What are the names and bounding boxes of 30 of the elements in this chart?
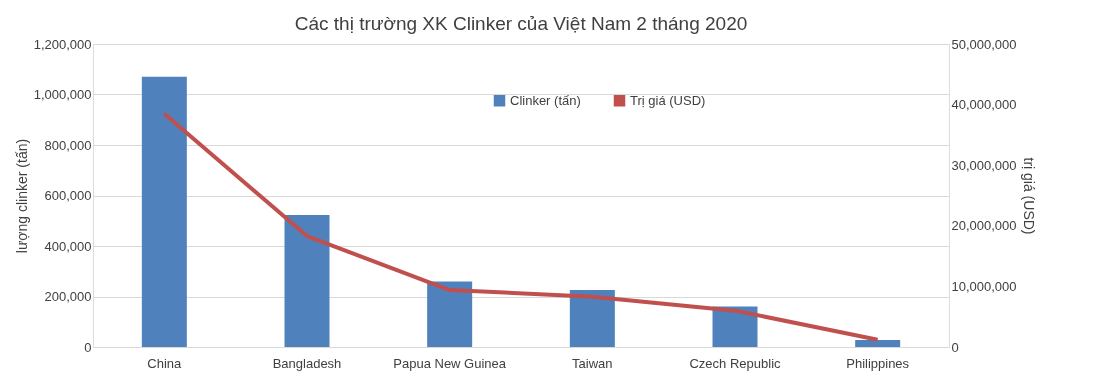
legend-label: Clinker (tấn) (510, 92, 581, 108)
y-tick-label: 200,000 (44, 289, 92, 304)
y2-tick-label: 40,000,000 (951, 97, 1017, 113)
bar (427, 281, 473, 347)
bar (855, 339, 901, 347)
y-tick-label: 1,200,000 (33, 36, 92, 52)
y-tick-label: 800,000 (44, 137, 92, 153)
y-tick-label: 0 (84, 339, 92, 355)
x-tick-label: Bangladesh (272, 355, 342, 371)
bar (284, 214, 330, 347)
bar (569, 289, 615, 347)
y2-axis-title: trị giá (USD) (1020, 157, 1037, 235)
x-tick-label: Philippines (846, 355, 910, 371)
y-axis-title: lượng clinker (tấn) (13, 138, 30, 254)
y2-tick-label: 0 (951, 339, 959, 355)
y-tick-label: 1,000,000 (33, 87, 92, 102)
bar (141, 76, 187, 347)
y2-tick-label: 30,000,000 (951, 157, 1017, 173)
y2-tick-label: 10,000,000 (951, 278, 1017, 294)
y-tick-label: 400,000 (44, 238, 92, 254)
y2-tick-label: 50,000,000 (951, 36, 1017, 52)
legend-label: Trị giá (USD) (630, 92, 706, 108)
x-tick-label: Taiwan (572, 355, 613, 371)
y2-tick-label: 20,000,000 (951, 218, 1017, 234)
chart-title: Các thị trường XK Clinker của Việt Nam 2 tháng 2020 (294, 13, 748, 34)
x-tick-label: China (147, 355, 183, 371)
line-series (162, 111, 880, 342)
x-tick-label: Czech Republic (689, 355, 782, 371)
y-tick-label: 600,000 (44, 188, 92, 203)
x-tick-label: Papua New Guinea (393, 355, 507, 371)
